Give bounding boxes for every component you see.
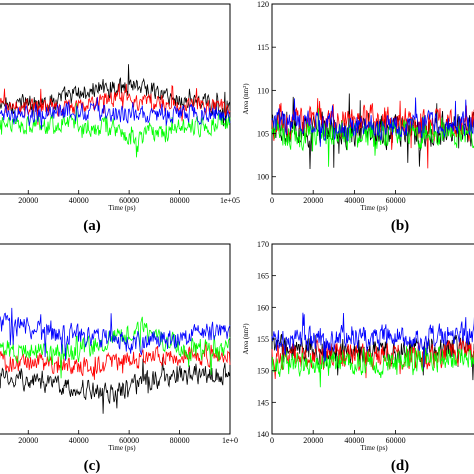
y-tick-label-d-1: 145 [257,398,269,407]
plot-frame-b [271,3,474,195]
series-line-b-4 [271,97,474,147]
panel-label-a: (a) [83,218,101,234]
x-tick-label-a-4: 1e+05 [220,196,240,205]
x-tick-label-c-2: 60000 [119,436,139,445]
y-tick-label-b-1: 105 [257,130,269,139]
x-ticks-d: 0 20000 40000 60000 [270,430,406,445]
y-tick-label-d-2: 150 [257,367,269,376]
x-tick-label-d-2: 40000 [344,436,364,445]
series-group-b [271,93,474,170]
x-tick-label-b-3: 60000 [386,196,406,205]
x-axis-label-a: Time (ps) [108,204,136,212]
series-line-a-2 [0,83,231,125]
x-axis-label-d: Time (ps) [360,444,388,452]
plot-frame-c [0,243,231,435]
series-line-c-3 [0,316,231,379]
x-tick-label-a-0: 20000 [18,196,38,205]
x-ticks-a: 20000 40000 60000 80000 1e+05 [18,190,240,205]
series-line-b-3 [271,108,474,167]
x-axis-label-c: Time (ps) [108,444,136,452]
plot-frame-a [0,3,231,195]
x-tick-label-c-0: 20000 [18,436,38,445]
panel-c: 20000 40000 60000 80000 1e+0 Time (ps) (c) [0,243,238,474]
x-tick-label-c-4: 1e+0 [222,436,238,445]
y-tick-label-d-4: 160 [257,303,269,312]
x-tick-label-b-0: 0 [270,196,274,205]
x-axis-label-b: Time (ps) [360,204,388,212]
series-line-c-4 [0,307,231,361]
series-group-d [271,312,474,388]
y-tick-label-d-0: 140 [257,430,269,439]
y-axis-label-b: Area (nm²) [242,83,250,115]
x-tick-label-d-0: 0 [270,436,274,445]
y-tick-label-b-3: 115 [257,43,269,52]
panel-b: 0 20000 40000 60000 100 105 110 115 120 Time (p… [242,0,474,234]
panel-label-c: (c) [84,458,101,474]
panel-d: 0 20000 40000 60000 140 145 150 155 160 165 170 T… [242,240,474,474]
y-ticks-d: 140 145 150 155 160 165 170 [257,240,276,439]
x-tick-label-d-1: 20000 [303,436,323,445]
x-ticks-c: 20000 40000 60000 80000 1e+0 [18,430,238,445]
series-line-d-4 [271,312,474,369]
x-tick-label-a-3: 80000 [170,196,190,205]
y-tick-label-d-6: 170 [257,240,269,249]
series-line-a-3 [0,103,231,158]
series-line-d-3 [271,346,474,388]
x-ticks-b: 0 20000 40000 60000 [270,190,406,205]
x-tick-label-d-3: 60000 [386,436,406,445]
series-group-a [0,64,231,158]
panel-a: 20000 40000 60000 80000 1e+05 Time (ps) (a) [0,3,240,234]
series-line-a-4 [0,97,231,129]
panel-label-b: (b) [391,218,409,234]
series-group-c [0,307,231,414]
x-tick-label-a-1: 40000 [69,196,89,205]
series-line-c-1 [0,357,231,414]
y-ticks-b: 100 105 110 115 120 [257,0,276,182]
y-tick-label-d-3: 155 [257,335,269,344]
x-tick-label-c-3: 80000 [170,436,190,445]
x-tick-label-c-1: 40000 [69,436,89,445]
y-axis-label-d: Area (nm²) [242,323,250,355]
x-tick-label-b-1: 20000 [303,196,323,205]
y-tick-label-b-4: 120 [257,0,269,9]
x-tick-label-b-2: 40000 [344,196,364,205]
y-tick-label-b-0: 100 [257,173,269,182]
panel-label-d: (d) [391,458,409,474]
x-tick-label-a-2: 60000 [119,196,139,205]
y-tick-label-d-5: 165 [257,272,269,281]
y-tick-label-b-2: 110 [257,86,269,95]
